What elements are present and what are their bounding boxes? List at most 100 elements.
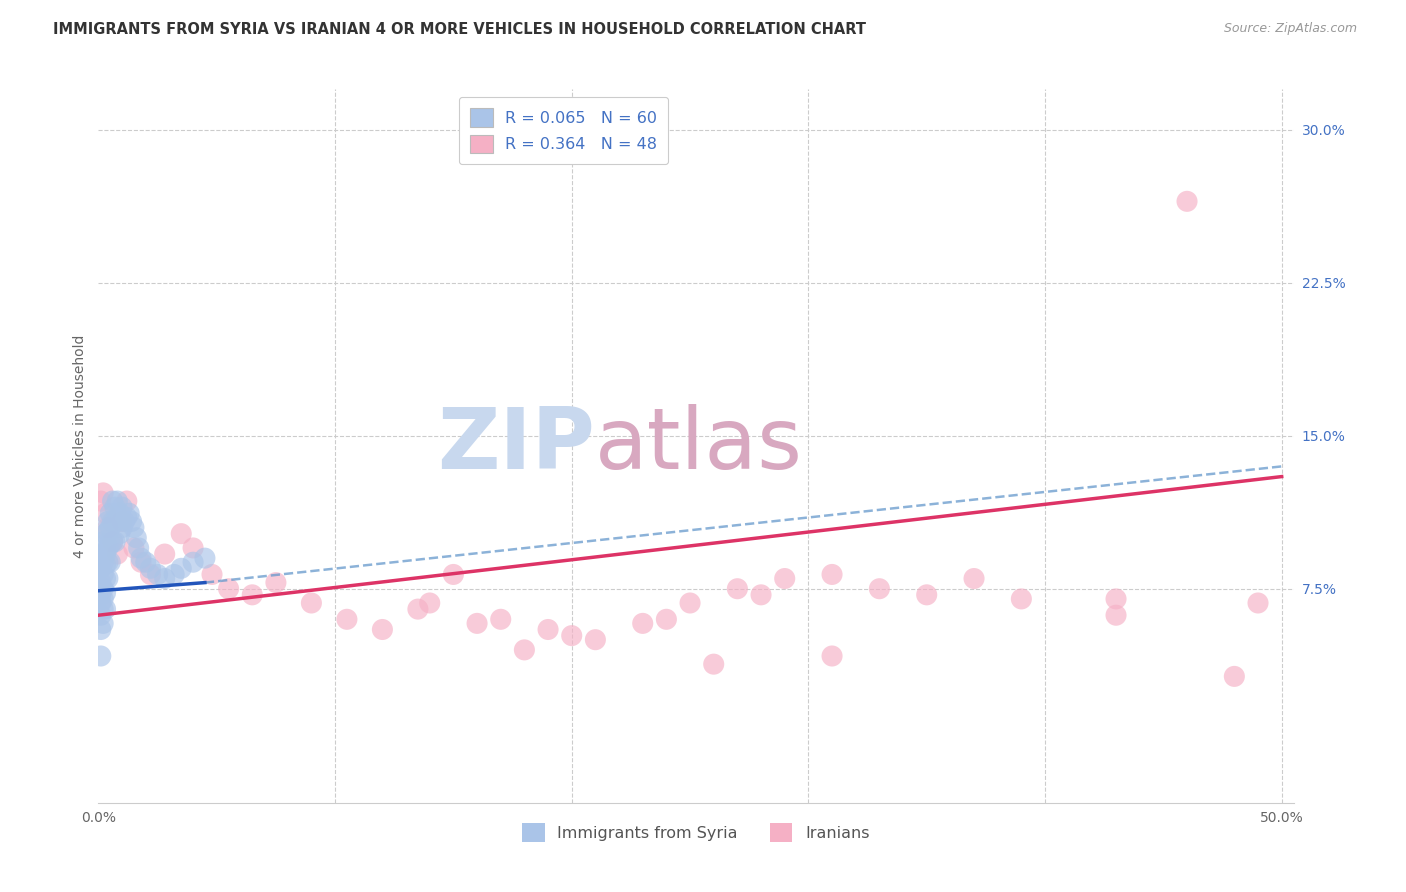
Point [129,551,152,566]
Point [90,648,112,663]
Point [97,515,120,529]
Point [91,582,114,596]
Point [111,515,134,529]
Point [419,596,441,610]
Text: atlas: atlas [595,404,803,488]
Point [104,500,127,515]
Point [561,629,583,643]
Point [1223,669,1246,683]
Point [218,582,240,596]
Point [773,572,796,586]
Point [1010,591,1032,606]
Point [122,541,145,555]
Point [90,551,112,566]
Point [153,547,176,561]
Point [97,555,120,569]
Legend: Immigrants from Syria, Iranians: Immigrants from Syria, Iranians [516,817,876,848]
Point [97,524,120,539]
Point [264,575,287,590]
Point [115,494,138,508]
Point [98,555,121,569]
Point [441,567,464,582]
Point [104,515,127,529]
Point [98,537,121,551]
Point [163,567,186,582]
Point [679,596,702,610]
Point [90,575,112,590]
Point [1105,608,1128,623]
Text: Source: ZipAtlas.com: Source: ZipAtlas.com [1223,22,1357,36]
Point [181,555,204,569]
Point [139,561,162,575]
Point [91,486,114,500]
Point [111,500,134,515]
Point [90,596,112,610]
Point [94,602,117,616]
Point [91,555,114,569]
Point [108,506,131,520]
Point [104,534,127,549]
Point [90,494,112,508]
Point [135,555,157,569]
Point [94,547,117,561]
Point [105,547,128,561]
Point [91,534,114,549]
Point [128,541,150,555]
Point [94,558,117,572]
Point [963,572,986,586]
Point [537,623,560,637]
Point [115,510,138,524]
Text: IMMIGRANTS FROM SYRIA VS IRANIAN 4 OR MORE VEHICLES IN HOUSEHOLD CORRELATION CHA: IMMIGRANTS FROM SYRIA VS IRANIAN 4 OR MO… [53,22,866,37]
Point [1247,596,1270,610]
Point [1175,194,1198,209]
Point [371,623,394,637]
Point [94,506,117,520]
Point [583,632,606,647]
Point [129,555,152,569]
Point [336,612,359,626]
Point [91,616,114,631]
Point [108,526,131,541]
Point [118,506,141,520]
Text: ZIP: ZIP [437,404,595,488]
Point [90,623,112,637]
Point [821,648,844,663]
Point [90,561,112,575]
Point [299,596,322,610]
Point [97,572,120,586]
Point [513,643,536,657]
Point [139,567,162,582]
Point [655,612,678,626]
Point [170,561,193,575]
Point [98,506,121,520]
Point [111,520,134,534]
Point [240,588,263,602]
Point [749,588,772,602]
Point [91,591,114,606]
Point [91,567,114,582]
Point [91,547,114,561]
Point [201,567,224,582]
Point [170,526,193,541]
Point [194,551,217,566]
Point [97,520,120,534]
Point [101,534,124,549]
Point [821,567,844,582]
Point [94,572,117,586]
Point [489,612,512,626]
Point [101,534,124,549]
Point [94,537,117,551]
Point [915,588,938,602]
Point [94,526,117,541]
Point [114,515,136,529]
Point [91,602,114,616]
Point [121,515,143,529]
Point [465,616,488,631]
Point [105,515,128,529]
Point [868,582,890,596]
Point [105,494,128,508]
Point [146,567,169,582]
Point [90,588,112,602]
Point [94,586,117,600]
Point [125,531,148,545]
